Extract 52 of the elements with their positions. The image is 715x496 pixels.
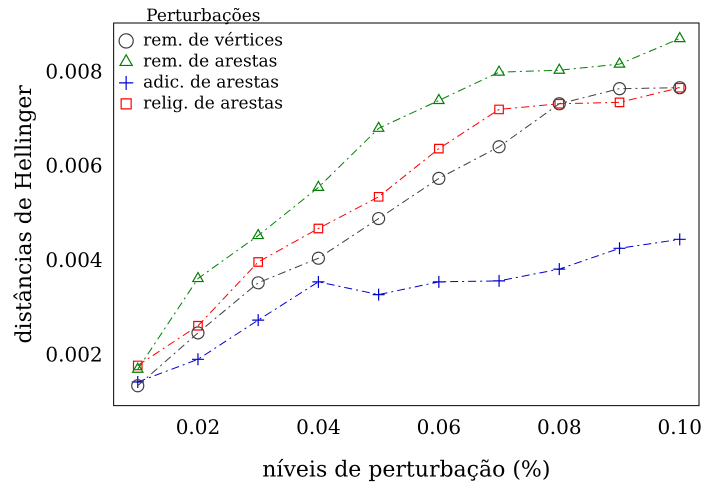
legend-label: adic. de arestas [143,72,280,92]
legend-label: rem. de vértices [143,30,283,50]
point [314,224,324,234]
point [433,94,445,104]
point [191,326,205,340]
y-tick-label: 0.004 [45,248,103,272]
point [612,242,626,255]
x-tick-label: 0.08 [537,414,582,439]
point [312,252,326,265]
point [132,360,143,370]
point [612,82,626,96]
point [614,98,624,108]
point [372,122,384,132]
point [674,32,686,42]
y-tick-label: 0.002 [45,342,103,367]
legend-label: relig. de arestas [143,93,283,114]
point [252,314,265,327]
point [191,352,205,366]
point [673,232,686,246]
x-tick-label: 0.04 [296,414,341,439]
point [553,64,566,74]
legend-label: rem. de arestas [143,51,278,72]
point [252,276,265,290]
point [252,228,264,240]
point [492,274,506,288]
point [131,379,144,392]
point [312,180,324,191]
y-axis-title: distâncias de Hellinger [12,84,37,344]
x-axis-title: níveis de perturbação (%) [262,458,550,483]
point [432,172,446,185]
x-tick-label: 0.02 [176,414,220,439]
point [131,375,144,389]
point [192,272,204,282]
point [493,66,505,76]
point [372,212,386,226]
x-tick-label: 0.06 [416,414,462,439]
point [494,104,504,114]
point [193,320,203,331]
point [253,257,264,267]
x-tick-label: 0.10 [657,414,702,439]
y-tick-label: 0.008 [45,59,103,84]
point [312,275,326,288]
point [432,275,446,288]
point [372,288,386,302]
y-tick-label: 0.006 [45,154,103,178]
point [492,140,506,154]
point [434,144,444,154]
point [374,192,384,202]
legend-title: Perturbações [146,6,260,26]
point [132,362,144,373]
point [552,262,566,276]
point [614,57,626,68]
